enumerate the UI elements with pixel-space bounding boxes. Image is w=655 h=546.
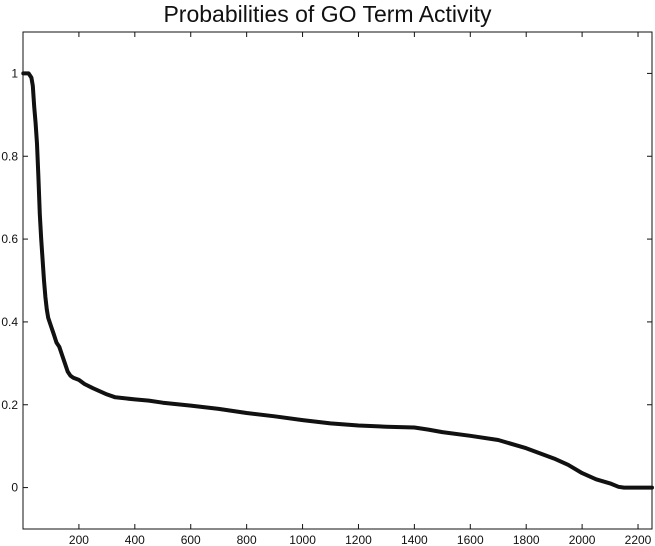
series-layer [21, 71, 654, 490]
x-tick-label: 2000 [569, 533, 596, 546]
plot-frame [22, 31, 653, 530]
y-tick-label: 0.2 [1, 398, 18, 412]
y-tick-label: 0 [11, 481, 18, 495]
x-tick-label: 1200 [345, 533, 372, 546]
tick-labels-layer: 200 400 600 800 1000 1200 1400 1600 1800 2000 2200… [1, 66, 651, 546]
y-tick-label: 1 [11, 66, 18, 80]
x-tick-label: 1800 [513, 533, 540, 546]
y-tick-label: 0.8 [1, 149, 18, 163]
x-tick-label: 1600 [457, 533, 484, 546]
x-tick-label: 800 [237, 533, 257, 546]
ticks-layer [23, 32, 652, 529]
chart-title: Probabilities of GO Term Activity [163, 1, 492, 27]
x-tick-label: 2200 [625, 533, 652, 546]
x-tick-label: 1400 [401, 533, 428, 546]
series-line [21, 71, 654, 490]
y-tick-label: 0.6 [1, 232, 18, 246]
x-tick-label: 600 [181, 533, 201, 546]
x-tick-label: 200 [69, 533, 89, 546]
x-tick-label: 400 [125, 533, 145, 546]
x-tick-label: 1000 [289, 533, 316, 546]
y-tick-label: 0.4 [1, 315, 18, 329]
